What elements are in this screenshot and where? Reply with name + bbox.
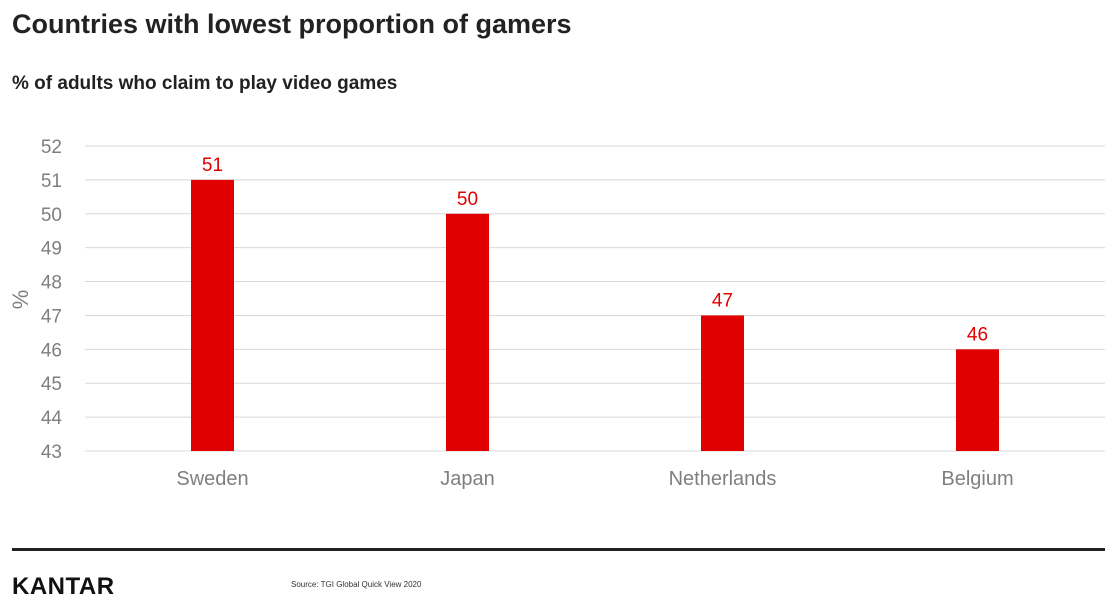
y-tick-label: 48 [41,273,62,294]
footer-divider [12,548,1105,551]
bar-netherlands [701,315,744,451]
y-tick-label: 45 [41,374,62,395]
data-label: 50 [457,189,478,210]
data-label: 51 [202,155,223,176]
y-tick-label: 47 [41,306,62,327]
x-tick-label: Japan [440,468,495,490]
source-note: Source: TGI Global Quick View 2020 [291,580,422,589]
bar-chart: 43 44 45 46 47 48 49 50 51 52% 51 Sweden 50 Japan 47 Ne… [8,137,1105,490]
x-tick-label: Netherlands [669,468,777,490]
y-tick-label: 46 [41,340,62,361]
bar-belgium [956,349,999,451]
data-label: 47 [712,290,733,311]
y-tick-label: 51 [41,171,62,192]
chart-title: Countries with lowest proportion of game… [12,9,572,39]
y-tick-label: 50 [41,205,62,226]
y-tick-label: 44 [41,408,63,429]
y-tick-label: 52 [41,137,62,158]
bar-japan [446,213,489,451]
x-tick-label: Belgium [941,468,1013,490]
y-tick-label: 43 [41,442,62,463]
chart-subtitle: % of adults who claim to play video game… [12,73,398,94]
data-label: 46 [967,324,988,345]
y-axis-label: % [8,290,33,310]
bar-sweden [191,179,234,451]
kantar-logo: KANTAR [12,573,115,600]
y-tick-label: 49 [41,239,62,260]
x-tick-label: Sweden [176,468,248,490]
